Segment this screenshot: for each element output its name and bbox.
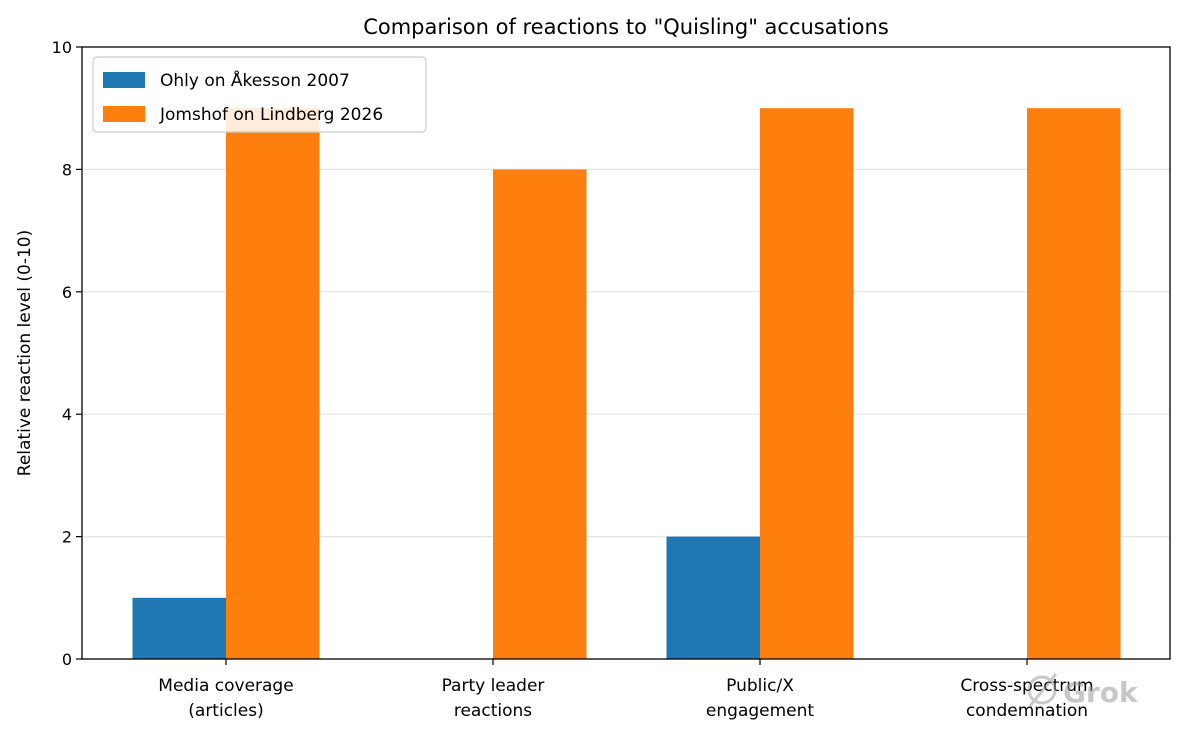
x-tick-label: Public/X engagement — [706, 676, 814, 721]
bar-ohly — [666, 536, 760, 659]
y-axis-label: Relative reaction level (0-10) — [15, 230, 35, 476]
y-axis-ticks: 0 2 4 6 8 10 — [52, 38, 82, 669]
x-tick-label: Party leader reactions — [442, 676, 545, 721]
x-tick-label: Cross-spectrum condemnation — [960, 676, 1093, 721]
bar-jomshof — [760, 108, 854, 659]
x-tick-label: Media coverage (articles) — [158, 676, 293, 721]
legend-swatch — [103, 106, 145, 122]
legend-label: Ohly on Åkesson 2007 — [160, 69, 350, 91]
watermark: Grok — [1027, 673, 1139, 709]
chart-title: Comparison of reactions to "Quisling" ac… — [363, 15, 889, 39]
watermark-text: Grok — [1063, 676, 1139, 709]
y-tick-label: 8 — [62, 160, 72, 179]
legend: Ohly on Åkesson 2007 Jomshof on Lindberg … — [92, 56, 427, 133]
bar-ohly — [132, 597, 226, 659]
y-tick-label: 0 — [62, 650, 72, 669]
y-tick-label: 4 — [62, 405, 72, 424]
legend-box — [92, 56, 427, 133]
bar-jomshof — [226, 108, 320, 659]
y-tick-label: 6 — [62, 283, 72, 302]
bar-jomshof — [493, 169, 587, 659]
x-axis-ticks: Media coverage (articles) Party leader reac… — [158, 659, 1094, 721]
y-tick-label: 10 — [52, 38, 72, 57]
y-tick-label: 2 — [62, 528, 72, 547]
bars — [132, 108, 1121, 659]
grok-logo-icon — [1027, 673, 1058, 707]
legend-label: Jomshof on Lindberg 2026 — [159, 105, 383, 125]
plot-frame — [81, 46, 1171, 660]
bar-jomshof — [1027, 108, 1121, 659]
legend-swatch — [103, 72, 145, 88]
